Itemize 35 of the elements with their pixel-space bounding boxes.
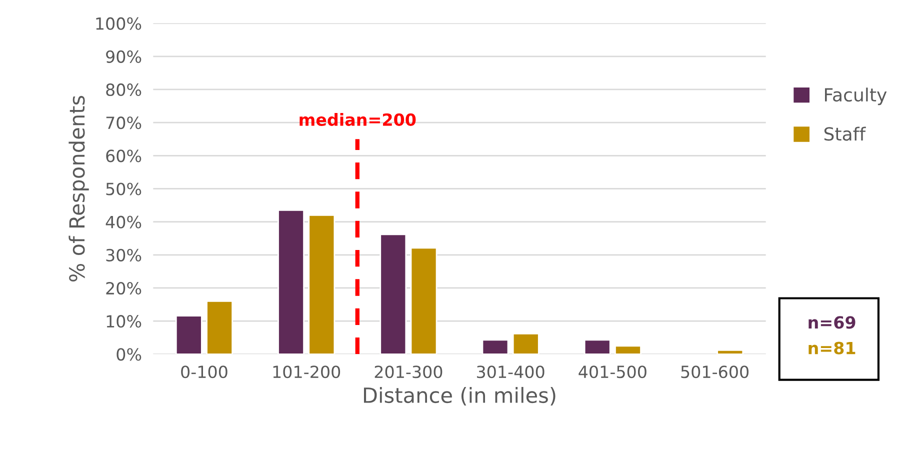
bar (584, 339, 611, 354)
text: n=81 (808, 342, 856, 354)
y-tick-label: 100% (96, 17, 142, 30)
legend-label: Faculty (825, 88, 887, 106)
y-tick-label: 90% (106, 50, 142, 63)
y-axis-title: % of Respondents (68, 96, 89, 282)
bar (614, 345, 642, 354)
text: n=69 (808, 316, 856, 329)
x-tick-label: 401-500 (578, 366, 646, 378)
bar (175, 315, 202, 354)
y-tick-label: 50% (106, 182, 142, 196)
x-tick-label: 301-400 (477, 366, 544, 378)
legend-label: Staff (824, 126, 866, 141)
y-tick-label: 40% (106, 216, 142, 228)
x-tick-label: 101-200 (273, 366, 340, 378)
bar (206, 300, 234, 354)
bar (308, 214, 336, 354)
bar (716, 349, 744, 354)
y-tick-label: 70% (106, 116, 142, 130)
y-tick-label: 60% (106, 150, 142, 162)
x-tick-label: 201-300 (374, 366, 442, 378)
x-axis-title: Distance (in miles) (364, 386, 556, 406)
y-tick-label: 80% (106, 83, 142, 96)
ref-line-label: median=200 (300, 113, 416, 126)
y-tick-label: 30% (106, 248, 142, 262)
x-tick-label: 501-600 (681, 366, 749, 378)
x-tick-label: 0-100 (181, 366, 228, 378)
y-tick-label: 10% (106, 315, 142, 328)
y-tick-label: 20% (106, 282, 142, 295)
bar (410, 247, 438, 354)
y-tick-label: 0% (116, 348, 142, 361)
bar (482, 339, 509, 354)
bar (512, 332, 540, 354)
bar (278, 210, 304, 354)
bar (380, 234, 407, 354)
